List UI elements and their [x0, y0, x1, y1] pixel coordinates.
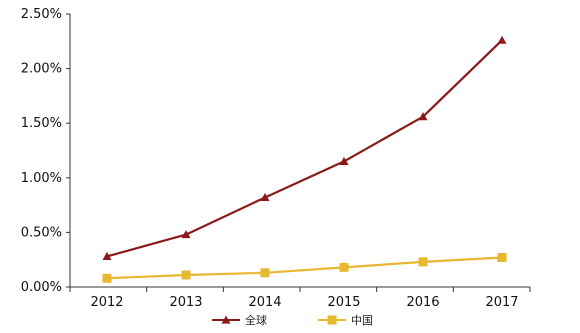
- series-line: [106, 256, 503, 280]
- x-tick-label: 2014: [248, 295, 281, 310]
- legend-swatch-marker: [327, 315, 337, 325]
- legend-item: 中国: [318, 314, 373, 327]
- y-tick-label: 1.00%: [21, 171, 62, 186]
- data-point: [181, 230, 191, 239]
- y-tick-label: 0.50%: [21, 225, 62, 240]
- series-layer: [102, 35, 507, 283]
- legend: 全球 中国: [212, 313, 373, 327]
- x-tick-label: 2017: [485, 295, 518, 310]
- data-point: [418, 257, 428, 267]
- data-point: [181, 270, 191, 280]
- y-tick-label: 2.50%: [21, 7, 62, 22]
- data-point: [102, 273, 112, 283]
- data-point: [260, 192, 270, 202]
- y-tick-label: 2.00%: [21, 62, 62, 77]
- data-point: [102, 251, 112, 261]
- data-point: [497, 253, 507, 263]
- legend-label: 中国: [351, 314, 373, 327]
- data-point: [260, 268, 270, 278]
- data-point: [418, 112, 428, 121]
- legend-label: 全球: [245, 313, 267, 327]
- series-china: [102, 253, 507, 283]
- x-axis-ticks: 2012 2013 2014 2015 2016 2017: [69, 287, 531, 310]
- x-tick-label: 2015: [327, 295, 360, 310]
- y-axis-ticks: 0.00% 0.50% 1.00% 1.50% 2.00% 2.50%: [21, 7, 70, 295]
- x-tick-label: 2016: [406, 295, 439, 310]
- data-point: [339, 262, 349, 272]
- data-point: [339, 156, 349, 166]
- series-global: [102, 35, 507, 261]
- legend-swatch-marker: [221, 315, 231, 324]
- y-tick-label: 1.50%: [21, 116, 62, 131]
- legend-item: 全球: [212, 313, 267, 327]
- y-tick-label: 0.00%: [21, 280, 62, 295]
- data-point: [497, 35, 507, 44]
- x-tick-label: 2013: [169, 295, 202, 310]
- x-tick-label: 2012: [90, 295, 123, 310]
- series-line: [106, 39, 503, 258]
